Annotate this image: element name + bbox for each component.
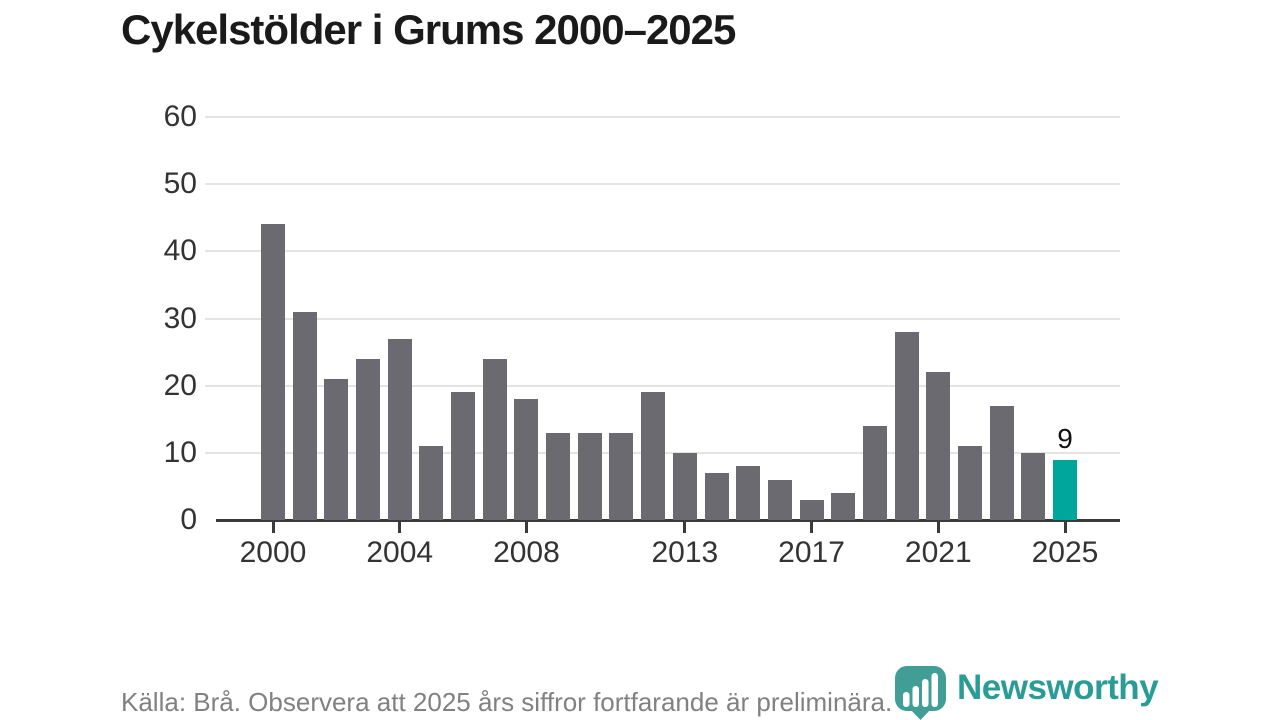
- bar-2008: [514, 399, 539, 520]
- bar-2001: [292, 311, 317, 520]
- bar-2004: [387, 338, 412, 520]
- bar-2012: [641, 392, 666, 520]
- y-axis-label-20: 20: [163, 368, 197, 402]
- bar-2006: [451, 392, 476, 520]
- source-note: Källa: Brå. Observera att 2025 års siffr…: [121, 687, 893, 717]
- x-tick-2021: [936, 522, 940, 533]
- bar-2010: [577, 432, 602, 520]
- bar-2021: [926, 372, 951, 520]
- bar-2020: [894, 331, 919, 520]
- x-axis-label-2004: 2004: [366, 536, 434, 569]
- y-axis-label-40: 40: [163, 234, 197, 268]
- bar-2024: [1021, 452, 1046, 520]
- chart-title: Cykelstölder i Grums 2000–2025: [121, 6, 736, 53]
- bar-2005: [419, 446, 444, 520]
- gridline-50: [205, 183, 1120, 186]
- bar-2003: [356, 358, 381, 520]
- y-axis-label-0: 0: [180, 503, 197, 536]
- gridline-60: [205, 116, 1120, 118]
- bar-2007: [482, 358, 507, 520]
- x-axis-label-2008: 2008: [493, 536, 560, 569]
- bar-2019: [862, 425, 887, 520]
- bar-2016: [767, 479, 792, 520]
- bar-2000: [261, 224, 285, 520]
- bar-2023: [989, 405, 1014, 520]
- x-axis-line: [216, 519, 1120, 522]
- x-axis-label-2013: 2013: [651, 536, 719, 569]
- bar-2025: [1053, 459, 1077, 520]
- bar-2014: [704, 472, 729, 520]
- y-axis-label-10: 10: [163, 435, 197, 469]
- x-axis-label-2017: 2017: [778, 536, 845, 569]
- bar-2002: [324, 378, 349, 520]
- bar-2018: [831, 493, 856, 520]
- value-label-2025: 9: [1057, 422, 1073, 454]
- x-tick-2004: [398, 522, 402, 533]
- bar-2009: [546, 432, 571, 520]
- y-axis-label-60: 60: [163, 100, 197, 133]
- bar-2013: [672, 452, 697, 520]
- bar-2015: [736, 466, 761, 520]
- x-tick-2017: [810, 522, 814, 533]
- gridline-20: [205, 384, 1120, 387]
- x-axis-label-2000: 2000: [239, 536, 307, 569]
- gridline-30: [205, 317, 1120, 320]
- x-tick-2025: [1063, 522, 1067, 533]
- y-axis-label-30: 30: [163, 301, 197, 335]
- bar-2017: [799, 499, 824, 520]
- bar-2022: [957, 446, 982, 520]
- bar-2011: [609, 432, 634, 520]
- x-tick-2008: [524, 522, 528, 533]
- gridline-40: [205, 250, 1120, 253]
- y-axis-label-50: 50: [163, 167, 197, 201]
- x-tick-2000: [271, 522, 275, 533]
- x-axis-label-2021: 2021: [904, 536, 972, 569]
- x-tick-2013: [683, 522, 687, 533]
- x-axis-label-2025: 2025: [1031, 536, 1099, 569]
